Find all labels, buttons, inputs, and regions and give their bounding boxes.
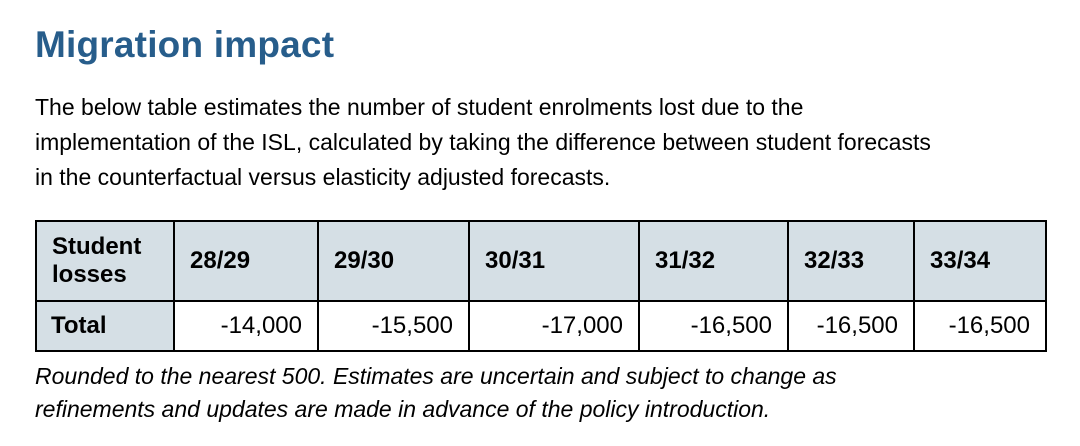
total-value-33-34: -16,500 <box>913 300 1047 352</box>
total-value-28-29: -14,000 <box>173 300 319 352</box>
paragraph-line: implementation of the ISL, calculated by… <box>35 129 931 155</box>
paragraph-line: in the counterfactual versus elasticity … <box>35 164 611 190</box>
student-losses-table: Student losses 28/29 29/30 30/31 31/32 3… <box>35 220 1047 352</box>
table-header-row: Student losses 28/29 29/30 30/31 31/32 3… <box>35 220 1047 302</box>
footnote-line: Rounded to the nearest 500. Estimates ar… <box>35 363 837 389</box>
table-footnote: Rounded to the nearest 500. Estimates ar… <box>35 360 1045 426</box>
row-label-total: Total <box>35 300 175 352</box>
column-header-30-31: 30/31 <box>468 220 640 302</box>
column-header-29-30: 29/30 <box>317 220 470 302</box>
page-content: Migration impact The below table estimat… <box>35 24 1047 426</box>
column-header-31-32: 31/32 <box>638 220 789 302</box>
intro-paragraph: The below table estimates the number of … <box>35 90 1045 195</box>
footnote-line: refinements and updates are made in adva… <box>35 396 771 422</box>
column-header-28-29: 28/29 <box>173 220 319 302</box>
paragraph-line: The below table estimates the number of … <box>35 94 804 120</box>
total-value-29-30: -15,500 <box>317 300 470 352</box>
page-title: Migration impact <box>35 24 335 65</box>
total-value-30-31: -17,000 <box>468 300 640 352</box>
total-value-31-32: -16,500 <box>638 300 789 352</box>
total-value-32-33: -16,500 <box>787 300 915 352</box>
total-row: Total -14,000 -15,500 -17,000 -16,500 -1… <box>35 300 1047 352</box>
column-header-32-33: 32/33 <box>787 220 915 302</box>
column-header-student-losses: Student losses <box>35 220 175 302</box>
column-header-33-34: 33/34 <box>913 220 1047 302</box>
